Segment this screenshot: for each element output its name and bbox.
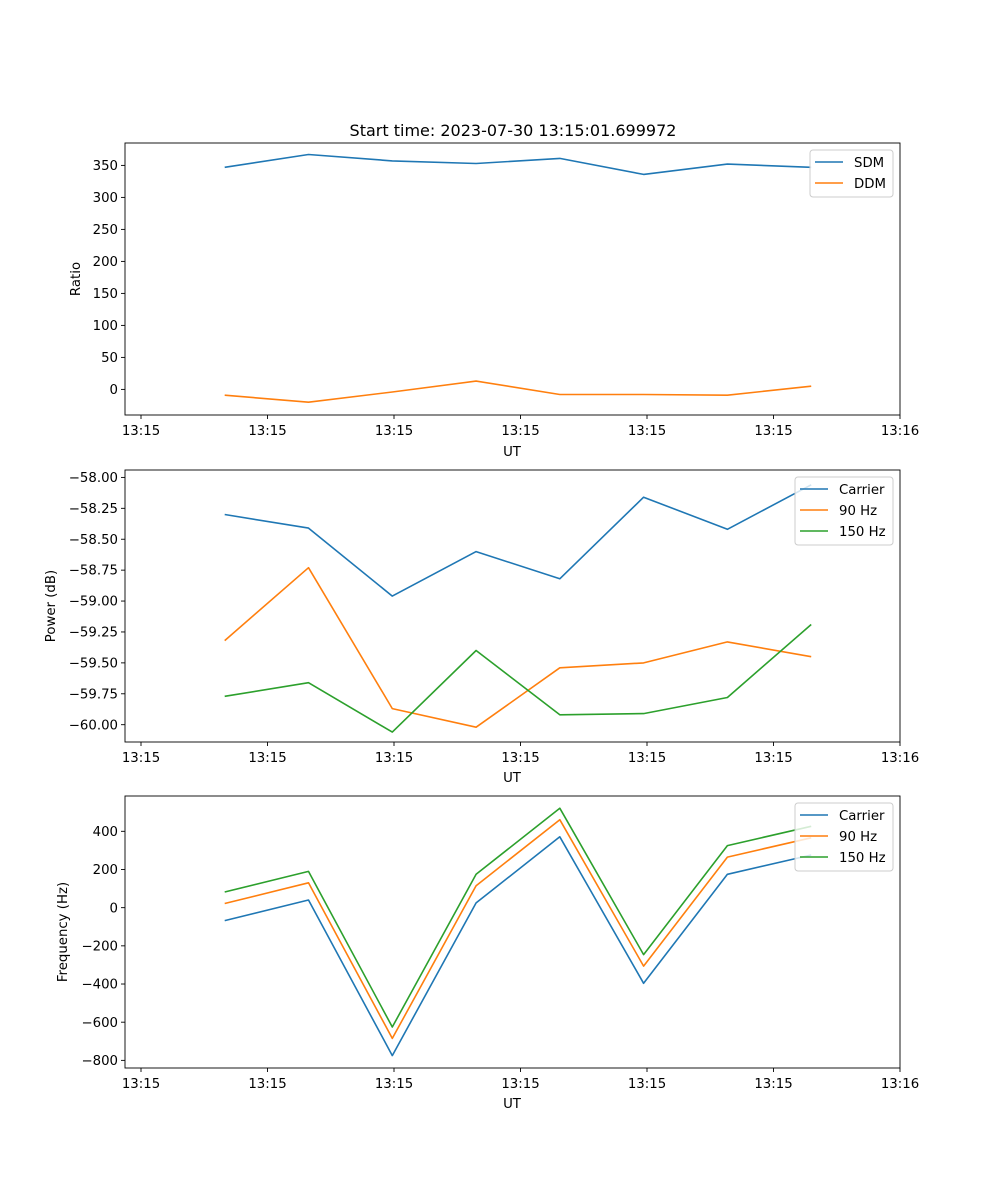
y-tick-label: 200	[93, 863, 118, 878]
x-axis-label: UT	[503, 771, 522, 786]
y-tick-label: −58.50	[69, 533, 118, 548]
y-tick-label: 200	[93, 255, 118, 270]
legend-box	[794, 802, 894, 872]
series-lines	[224, 807, 812, 1057]
plot-frame	[124, 469, 901, 743]
y-tick-label: 300	[93, 191, 118, 206]
y-tick-label: 0	[110, 383, 118, 398]
x-tick-label: 13:15	[501, 751, 539, 766]
legend-label-carrier: Carrier	[839, 483, 885, 498]
legend: Carrier 90 Hz 150 Hz	[794, 476, 894, 546]
series-lines	[224, 484, 812, 733]
legend: Carrier 90 Hz 150 Hz	[794, 802, 894, 872]
y-axis-label: Ratio	[69, 262, 84, 296]
x-axis: 13:15 13:15 13:15 13:15 13:15 13:15 13:16	[122, 742, 919, 766]
x-tick-label: 13:15	[754, 424, 792, 439]
legend-label-150hz: 150 Hz	[839, 525, 886, 540]
x-tick-label: 13:15	[248, 424, 286, 439]
plot-frame	[124, 142, 901, 416]
series-line-carrier	[224, 835, 812, 1057]
x-tick-label: 13:15	[375, 751, 413, 766]
x-tick-label: 13:15	[628, 1077, 666, 1092]
series-line-sdm	[224, 153, 812, 176]
x-tick-label: 13:15	[628, 751, 666, 766]
x-tick-label: 13:15	[122, 1077, 160, 1092]
y-axis: −60.00 −59.75 −59.50 −59.25 −59.00 −58.75 −58.…	[69, 471, 125, 733]
legend-label-90hz: 90 Hz	[839, 830, 877, 845]
series-line-150hz	[224, 623, 812, 733]
y-tick-label: −59.25	[69, 626, 118, 641]
y-tick-label: 50	[101, 351, 118, 366]
y-axis: −800 −600 −400 −200 0 200 400	[81, 825, 125, 1069]
y-axis-label: Power (dB)	[44, 570, 59, 642]
y-axis-label: Frequency (Hz)	[56, 882, 71, 982]
y-tick-label: −59.50	[69, 656, 118, 671]
series-lines	[224, 153, 812, 404]
legend-box	[794, 476, 894, 546]
y-tick-label: 0	[110, 901, 118, 916]
legend: SDM DDM	[809, 149, 894, 198]
plot-area	[125, 143, 900, 415]
x-tick-label: 13:15	[248, 751, 286, 766]
x-tick-label: 13:15	[122, 751, 160, 766]
x-axis-label: UT	[503, 1097, 522, 1112]
y-tick-label: 150	[93, 287, 118, 302]
x-tick-label: 13:15	[754, 1077, 792, 1092]
legend-label-ddm: DDM	[854, 177, 886, 192]
y-tick-label: −800	[81, 1054, 118, 1069]
y-axis: 0 50 100 150 200 250 300 350	[93, 159, 125, 398]
series-line-150hz	[224, 807, 812, 1028]
x-tick-label: 13:15	[501, 424, 539, 439]
series-line-90hz	[224, 818, 812, 1040]
x-tick-label: 13:15	[501, 1077, 539, 1092]
legend-label-150hz: 150 Hz	[839, 851, 886, 866]
plot-area	[125, 796, 900, 1068]
y-tick-label: −58.25	[69, 502, 118, 517]
x-tick-label: 13:15	[122, 424, 160, 439]
x-axis-label: UT	[503, 445, 522, 460]
series-line-ddm	[224, 380, 812, 404]
y-tick-label: 350	[93, 159, 118, 174]
y-tick-label: −58.00	[69, 471, 118, 486]
x-tick-label: 13:16	[881, 1077, 919, 1092]
y-tick-label: −400	[81, 978, 118, 993]
series-line-carrier	[224, 484, 812, 597]
y-tick-label: 100	[93, 319, 118, 334]
y-tick-label: 400	[93, 825, 118, 840]
plot-frame	[124, 795, 901, 1069]
y-tick-label: −60.00	[69, 718, 118, 733]
legend-label-90hz: 90 Hz	[839, 504, 877, 519]
plot-area	[125, 470, 900, 742]
y-tick-label: −59.00	[69, 595, 118, 610]
x-tick-label: 13:16	[881, 424, 919, 439]
x-tick-label: 13:15	[375, 424, 413, 439]
x-tick-label: 13:15	[248, 1077, 286, 1092]
legend-label-sdm: SDM	[854, 156, 884, 171]
x-axis: 13:15 13:15 13:15 13:15 13:15 13:15 13:16	[122, 1068, 919, 1092]
y-tick-label: −58.75	[69, 564, 118, 579]
x-tick-label: 13:15	[375, 1077, 413, 1092]
chart-title: Start time: 2023-07-30 13:15:01.699972	[350, 121, 677, 140]
y-tick-label: 250	[93, 223, 118, 238]
x-axis: 13:15 13:15 13:15 13:15 13:15 13:15 13:16	[122, 415, 919, 439]
y-tick-label: −600	[81, 1016, 118, 1031]
x-tick-label: 13:16	[881, 751, 919, 766]
legend-label-carrier: Carrier	[839, 809, 885, 824]
x-tick-label: 13:15	[628, 424, 666, 439]
panel-ratio: Start time: 2023-07-30 13:15:01.699972 0…	[69, 121, 919, 460]
panel-power: −60.00 −59.75 −59.50 −59.25 −59.00 −58.75 −58.…	[44, 469, 919, 786]
x-tick-label: 13:15	[754, 751, 792, 766]
y-tick-label: −200	[81, 939, 118, 954]
series-line-90hz	[224, 566, 812, 729]
y-tick-label: −59.75	[69, 687, 118, 702]
